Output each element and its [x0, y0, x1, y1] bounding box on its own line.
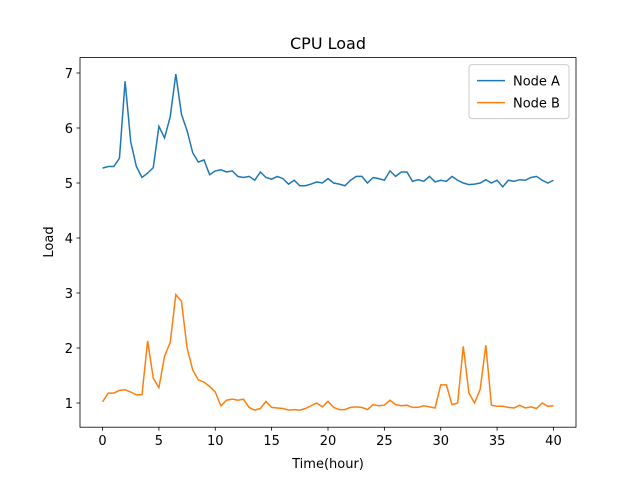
line: [101, 292, 554, 411]
y-axis-label: Load: [42, 226, 57, 257]
y-tick-label: 4: [65, 232, 73, 247]
x-tick-label: 20: [320, 434, 337, 449]
legend-box: [468, 64, 570, 120]
y-tick-label: 2: [65, 342, 73, 357]
x-tick-label: 35: [489, 434, 506, 449]
x-tick-label: 30: [432, 434, 449, 449]
plot-frame: [79, 57, 577, 428]
legend-label: Node A: [513, 75, 560, 90]
x-tick-label: 40: [545, 434, 562, 449]
y-tick-label: 6: [65, 122, 73, 137]
x-tick-label: 0: [98, 434, 106, 449]
legend-label: Node B: [513, 97, 560, 112]
chart-title: CPU Load: [290, 34, 366, 53]
x-tick-label: 10: [207, 434, 224, 449]
x-tick-label: 15: [263, 434, 280, 449]
x-tick-label: 25: [376, 434, 393, 449]
y-tick-label: 1: [65, 397, 73, 412]
y-tick-label: 5: [65, 177, 73, 192]
x-tick-label: 5: [155, 434, 163, 449]
x-axis-label: Time(hour): [291, 457, 364, 472]
y-tick-label: 7: [65, 67, 73, 82]
line: [102, 73, 554, 189]
y-tick-label: 3: [65, 287, 73, 302]
